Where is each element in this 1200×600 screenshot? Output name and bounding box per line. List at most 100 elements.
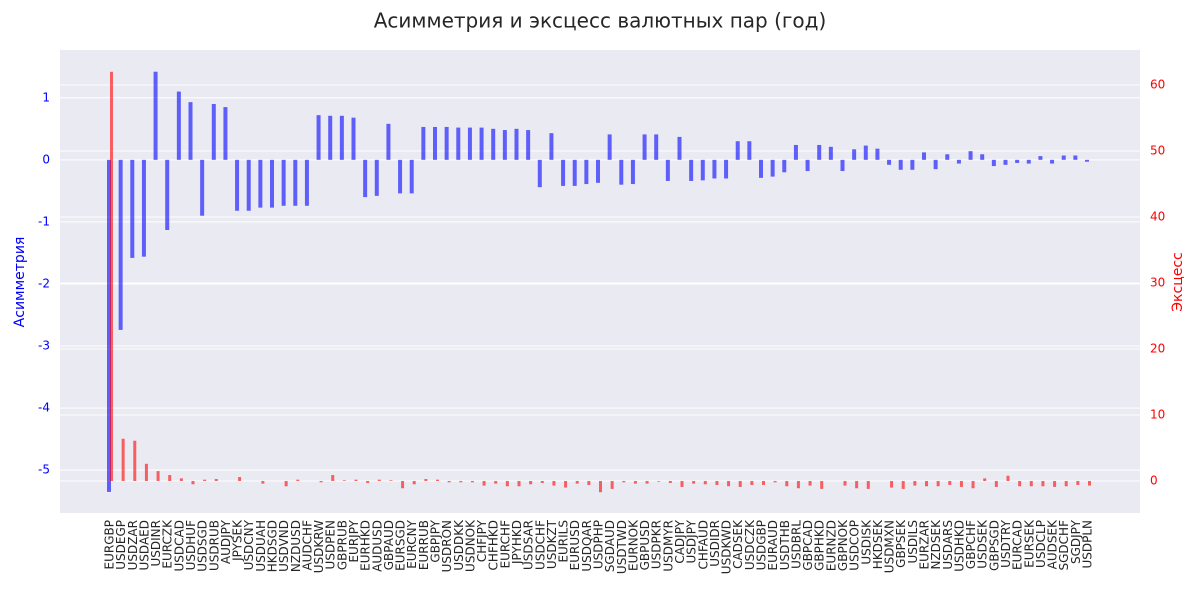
bar — [223, 107, 228, 160]
bar — [747, 141, 752, 160]
bar — [828, 146, 833, 160]
bar — [898, 159, 903, 170]
bar — [281, 159, 286, 206]
bar — [922, 152, 926, 160]
bar — [319, 480, 323, 483]
bar — [808, 480, 812, 486]
bar — [948, 480, 952, 485]
bar — [619, 159, 624, 185]
bar — [805, 159, 810, 172]
bar — [712, 159, 717, 179]
bar — [505, 480, 509, 487]
x-tick-label: CADJPY — [673, 519, 687, 563]
bar — [773, 480, 777, 483]
x-tick-label: EURNOK — [626, 519, 640, 571]
bar — [584, 159, 589, 185]
bar — [424, 479, 428, 481]
x-tick-label: HKDSGD — [266, 520, 280, 572]
bar — [1006, 475, 1010, 481]
x-tick-label: SGDAUD — [603, 520, 617, 572]
x-tick-label: SGDJPY — [1069, 519, 1083, 564]
bar — [901, 480, 905, 489]
bar — [165, 159, 170, 230]
x-tick-label: EURSGD — [394, 520, 408, 571]
bar — [1073, 155, 1078, 160]
bar — [293, 159, 298, 206]
y-tick-label: -1 — [38, 214, 50, 228]
bar — [444, 126, 449, 160]
y-axis-label: Асимметрия — [12, 237, 28, 328]
x-tick-label: NZDUSD — [289, 520, 303, 572]
x-tick-label: USDCHF — [533, 520, 547, 570]
bar — [130, 159, 135, 258]
bar — [401, 480, 405, 489]
bar — [377, 479, 381, 481]
x-tick-label: EURRUB — [417, 520, 431, 570]
x-tick-label: USDARS — [941, 520, 955, 570]
bar — [179, 478, 183, 481]
x-tick-label: USDAED — [137, 520, 151, 570]
bar — [398, 159, 403, 194]
bar — [261, 480, 265, 484]
bar — [735, 141, 740, 160]
x-tick-label: EURAUD — [766, 520, 780, 570]
x-tick-label: CHFAUD — [696, 520, 710, 569]
bar — [910, 159, 915, 170]
bar — [564, 480, 568, 488]
bar — [599, 480, 602, 493]
bar — [770, 159, 775, 177]
bar — [622, 480, 626, 483]
x-tick-label: GBPUSD — [638, 520, 652, 570]
x-tick-label: USDMXN — [883, 520, 897, 573]
bar — [727, 480, 731, 487]
x-tick-label: GBPSEK — [894, 519, 908, 568]
bar — [479, 127, 484, 160]
bar — [782, 159, 787, 173]
bar — [211, 103, 216, 160]
bar — [526, 130, 531, 160]
bar — [925, 480, 928, 487]
bar — [980, 154, 985, 160]
bar — [1038, 156, 1043, 160]
bar — [750, 480, 754, 485]
x-tick-label: USDCZK — [743, 519, 757, 570]
y-tick-label: 0 — [42, 152, 50, 166]
plot-area — [60, 50, 1140, 513]
bar — [412, 480, 416, 485]
bar — [537, 159, 542, 188]
bar — [459, 480, 463, 483]
x-tick-label: JPYHKD — [510, 520, 524, 565]
y-tick-label: 1 — [42, 90, 50, 104]
x-tick-label: SGDCHF — [1057, 520, 1071, 571]
bar — [491, 128, 496, 160]
bar — [203, 479, 207, 481]
bar — [959, 480, 963, 487]
bar — [200, 159, 205, 216]
bar — [1015, 159, 1020, 163]
bar — [316, 115, 321, 160]
bar — [715, 480, 719, 485]
x-tick-label: EURCZK — [161, 519, 175, 569]
bar — [118, 159, 123, 330]
x-tick-label: USDKZT — [545, 519, 559, 569]
y-tick-label: -3 — [38, 339, 50, 353]
bar — [630, 159, 635, 185]
bar — [890, 480, 894, 488]
x-tick-label: USDRUB — [207, 520, 221, 571]
bar — [933, 159, 938, 170]
x-tick-label: GBPCHF — [964, 520, 978, 569]
bar — [331, 475, 335, 481]
x-tick-label: USDVND — [277, 520, 291, 572]
bar — [110, 71, 113, 481]
bar — [587, 480, 591, 485]
y-tick-label: -2 — [38, 276, 50, 290]
bar — [191, 480, 195, 485]
bar — [258, 159, 263, 208]
bar — [121, 438, 125, 481]
x-tick-label: USDKWD — [720, 520, 734, 574]
x-tick-label: GBPJPY — [429, 519, 443, 562]
bar — [144, 463, 148, 481]
bar — [1029, 480, 1033, 487]
bar — [796, 480, 800, 489]
bar — [820, 480, 824, 489]
